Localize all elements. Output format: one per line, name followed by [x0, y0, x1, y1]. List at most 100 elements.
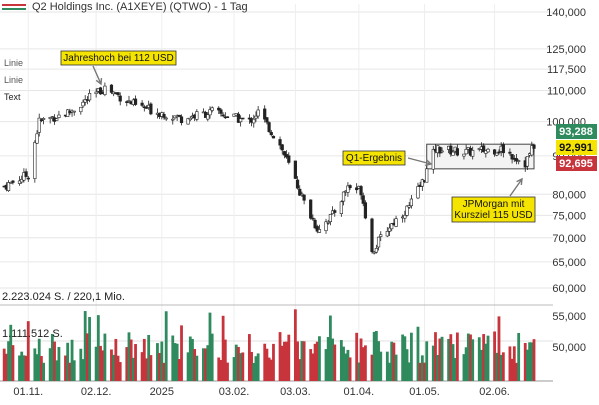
time-tick-label: 03.02. [219, 386, 250, 398]
time-tick-label: 02.06. [479, 386, 510, 398]
volume-bar [512, 346, 516, 381]
candle-body [328, 213, 332, 222]
volume-bar [202, 348, 205, 381]
volume-bar [254, 356, 258, 381]
volume-bar [298, 359, 302, 381]
price-tick-label: 70,000 [552, 233, 586, 245]
indicator-item[interactable]: Text [4, 92, 21, 102]
volume-bar [173, 343, 177, 381]
volume-bar [420, 355, 424, 381]
volume-bar [283, 341, 286, 381]
annotation-arrow-head [95, 77, 103, 86]
volume-bar [9, 324, 13, 381]
volume-bar [72, 360, 76, 381]
candle-body [339, 201, 343, 214]
volume-bar [101, 350, 105, 381]
candle-body [217, 107, 221, 111]
annotation-jpm-text: Kursziel 115 USD [454, 210, 532, 221]
volume-bar [471, 339, 475, 381]
candle-body [94, 91, 98, 94]
candle-body [39, 119, 44, 121]
volume-bar [300, 341, 304, 381]
volume-bar [22, 355, 26, 381]
candle-body [265, 117, 269, 123]
volume-bar [280, 345, 284, 381]
volume-bar [287, 334, 291, 381]
candle-body [514, 158, 519, 162]
candle-body [355, 187, 359, 191]
candle-body [140, 102, 144, 106]
volume-bar [344, 353, 348, 381]
volume-bar [326, 337, 330, 381]
volume-bar [272, 343, 275, 381]
candle-body [210, 107, 214, 111]
candle-body [33, 142, 37, 179]
volume-bar [309, 349, 313, 381]
volume-bar [434, 332, 437, 381]
volume-bar [469, 334, 472, 381]
candle-body [440, 150, 444, 153]
indicator-item[interactable]: Linie [4, 58, 24, 68]
volume-bar [33, 348, 37, 381]
volume-bar [219, 360, 223, 381]
volume-bar [195, 355, 199, 381]
candle-body [495, 152, 499, 156]
price-badge-label: 92,991 [559, 142, 593, 154]
volume-bar [142, 338, 146, 381]
price-badge [556, 140, 597, 155]
volume-bar [164, 311, 168, 381]
volume-bar [48, 348, 52, 381]
volume-bar [129, 339, 133, 381]
candle-body [195, 111, 199, 120]
candle-body [267, 122, 271, 132]
volume-bar [81, 359, 85, 381]
candle-body [219, 109, 223, 114]
volume-bar [409, 332, 413, 381]
candle-body [164, 117, 168, 120]
candle-body [416, 186, 420, 199]
volume-bar [79, 348, 83, 381]
candle-body [127, 100, 131, 102]
volume-bar [256, 353, 260, 381]
indicator-item[interactable]: Linie [4, 75, 24, 85]
candle-body [324, 221, 328, 232]
volume-bar [464, 347, 468, 381]
price-tick-label: 75,000 [552, 210, 586, 222]
volume-bar [388, 362, 391, 381]
volume-bar [331, 338, 334, 381]
candle-body [486, 148, 490, 153]
volume-bar [385, 351, 389, 381]
indicator-list: Linie Linie Text [4, 55, 23, 106]
volume-bar [250, 351, 253, 381]
volume-bar [134, 344, 137, 381]
volume-bar [177, 359, 181, 381]
candle-body [517, 160, 521, 162]
volume-bar [372, 331, 376, 381]
price-tick-label: 117,500 [547, 64, 586, 76]
volume-bar [405, 349, 409, 381]
candle-body [6, 182, 11, 191]
price-tick-label: 80,000 [552, 189, 586, 201]
volume-bar [333, 344, 337, 381]
annotation-arrow-head [425, 159, 433, 167]
volume-bar [234, 344, 238, 381]
volume-tick-label: 55,000 [552, 311, 586, 323]
volume-bar [252, 362, 256, 381]
candle-body [254, 115, 258, 119]
candle-body [188, 117, 192, 121]
candle-body [287, 155, 291, 163]
volume-bar [66, 342, 70, 381]
volume-bar [486, 335, 490, 381]
volume-bar [247, 334, 251, 381]
candle-body [313, 219, 317, 229]
annotation-q1-text: Q1-Ergebnis [346, 153, 402, 164]
volume-bar [171, 335, 175, 381]
volume-bar [118, 362, 122, 381]
volume-bar [241, 352, 245, 381]
volume-bar [293, 309, 297, 381]
volume-bar [127, 332, 131, 381]
candle-body [510, 154, 514, 160]
candle-body [109, 84, 114, 93]
candle-body [35, 133, 39, 144]
